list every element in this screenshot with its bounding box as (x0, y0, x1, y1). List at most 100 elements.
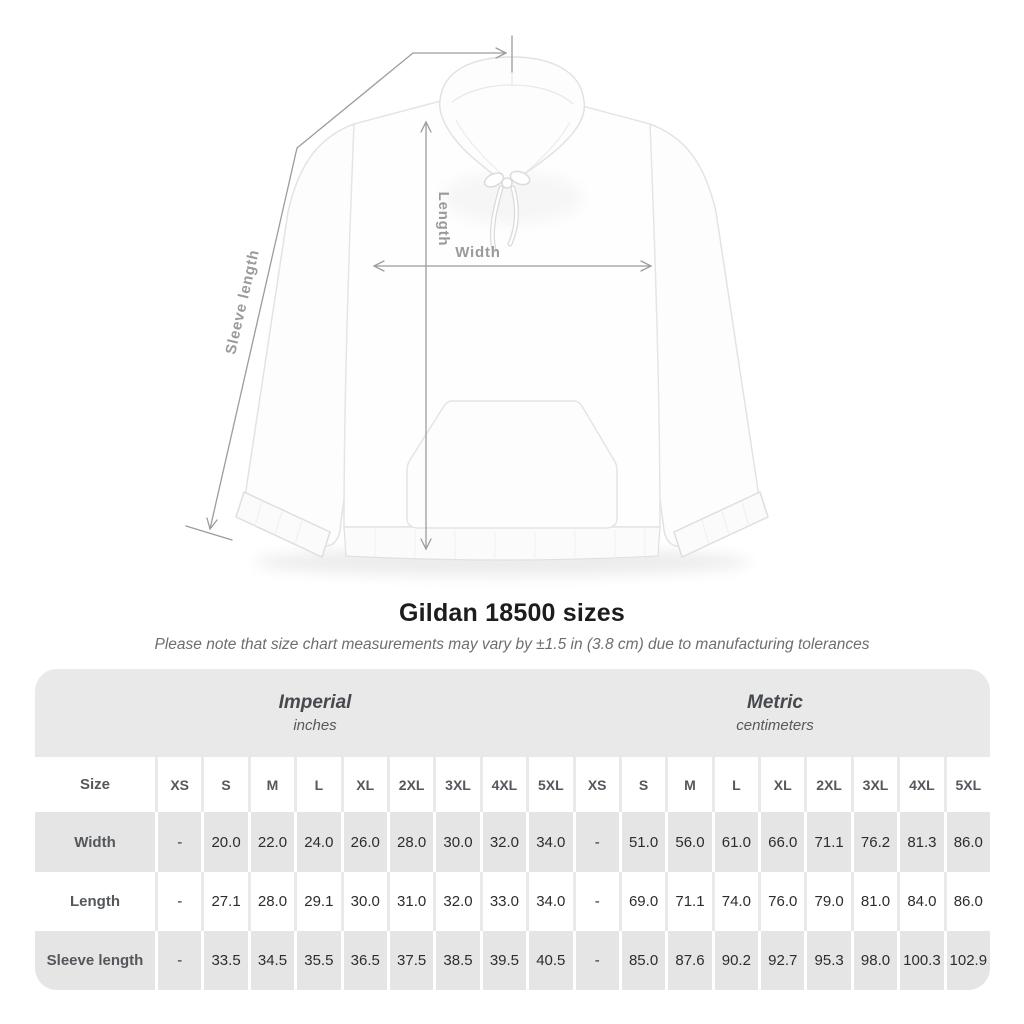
hem-rib-lines (374, 529, 646, 560)
value-cell: 90.2 (714, 931, 759, 990)
size-col-header: XS (158, 757, 202, 812)
width-line (372, 260, 653, 272)
table-row: Sleeve length -33.5 34.5 35.5 36.5 37.5 38.5 39… (35, 931, 990, 990)
table-row: Size XS S M L XL 2XL 3XL 4XL 5XL XS S M L XL 2XL 3XL 4XL 5… (35, 757, 990, 812)
size-corner-header: Size (35, 757, 155, 812)
table-row: Length -27.1 28.0 29.1 30.0 31.0 32.0 33.0 34.0-… (35, 872, 990, 931)
measurement-lines (185, 35, 653, 551)
size-col-header: S (621, 757, 666, 812)
imperial-group-header: Imperial inches (35, 669, 595, 757)
size-col-header: 3XL (853, 757, 898, 812)
value-cell: 29.1 (297, 872, 341, 931)
value-cell: 28.0 (389, 812, 434, 872)
value-cell: 76.0 (761, 872, 805, 931)
size-col-header: 5XL (946, 757, 990, 812)
size-col-header: L (714, 757, 759, 812)
hoodie-hood (439, 56, 586, 186)
value-cell: - (158, 931, 202, 990)
sleeve-length-label: Sleeve length (222, 248, 263, 356)
metric-group-unit: centimeters (736, 717, 814, 734)
size-note: Please note that size chart measurements… (154, 636, 870, 653)
value-cell: 66.0 (761, 812, 805, 872)
imperial-group-label: Imperial (278, 692, 352, 713)
value-cell: 86.0 (946, 872, 990, 931)
chest-shading (442, 172, 582, 224)
value-cell: 30.0 (436, 812, 480, 872)
value-cell: 71.1 (668, 872, 712, 931)
hoodie-sleeves (235, 123, 769, 558)
size-col-header: 2XL (807, 757, 851, 812)
value-cell: 76.2 (853, 812, 898, 872)
value-cell: 87.6 (668, 931, 712, 990)
metric-group-label: Metric (747, 692, 803, 713)
value-cell: 61.0 (714, 812, 759, 872)
value-cell: 35.5 (297, 931, 341, 990)
value-cell: 34.0 (529, 872, 573, 931)
value-cell: 79.0 (807, 872, 851, 931)
value-cell: 69.0 (621, 872, 666, 931)
row-label: Width (35, 812, 155, 872)
value-cell: 74.0 (714, 872, 759, 931)
page-title: Gildan 18500 sizes (399, 599, 625, 627)
table-row: Width -20.0 22.0 24.0 26.0 28.0 30.0 32.0 34.0-5… (35, 812, 990, 872)
size-col-header: 4XL (482, 757, 527, 812)
value-cell: - (158, 812, 202, 872)
size-col-header: S (204, 757, 248, 812)
value-cell: 56.0 (668, 812, 712, 872)
value-cell: 28.0 (250, 872, 295, 931)
unit-group-header-row: Imperial inches Metric centimeters (35, 669, 990, 757)
size-chart-card: Imperial inches Metric centimeters Size X… (35, 669, 990, 990)
value-cell: 51.0 (621, 812, 666, 872)
value-cell: 81.0 (853, 872, 898, 931)
value-cell: 81.3 (900, 812, 944, 872)
cuff-rib-lines (254, 501, 750, 545)
value-cell: 86.0 (946, 812, 990, 872)
value-cell: - (575, 872, 619, 931)
value-cell: 32.0 (436, 872, 480, 931)
hood-drawstrings (483, 170, 531, 253)
size-col-header: 5XL (529, 757, 573, 812)
value-cell: 92.7 (761, 931, 805, 990)
length-label: Length (435, 192, 452, 247)
value-cell: - (575, 931, 619, 990)
row-label: Length (35, 872, 155, 931)
size-col-header: 4XL (900, 757, 944, 812)
kangaroo-pocket (406, 400, 618, 529)
value-cell: 34.0 (529, 812, 573, 872)
value-cell: 24.0 (297, 812, 341, 872)
value-cell: 32.0 (482, 812, 527, 872)
size-col-header: L (297, 757, 341, 812)
sleeve-length-line (185, 35, 513, 541)
value-cell: 98.0 (853, 931, 898, 990)
value-cell: 40.5 (529, 931, 573, 990)
metric-group-header: Metric centimeters (570, 669, 980, 757)
value-cell: 102.9 (946, 931, 990, 990)
value-cell: 38.5 (436, 931, 480, 990)
size-col-header: 2XL (389, 757, 434, 812)
value-cell: 33.0 (482, 872, 527, 931)
value-cell: 100.3 (900, 931, 944, 990)
value-cell: 84.0 (900, 872, 944, 931)
value-cell: 30.0 (343, 872, 387, 931)
value-cell: 71.1 (807, 812, 851, 872)
value-cell: 95.3 (807, 931, 851, 990)
value-cell: 26.0 (343, 812, 387, 872)
size-col-header: XS (575, 757, 619, 812)
value-cell: 39.5 (482, 931, 527, 990)
row-label: Sleeve length (35, 931, 155, 990)
size-col-header: M (250, 757, 295, 812)
value-cell: 20.0 (204, 812, 248, 872)
value-cell: 22.0 (250, 812, 295, 872)
value-cell: 34.5 (250, 931, 295, 990)
value-cell: 31.0 (389, 872, 434, 931)
imperial-group-unit: inches (293, 717, 337, 734)
size-col-header: 3XL (436, 757, 480, 812)
size-table-rows: Size XS S M L XL 2XL 3XL 4XL 5XL XS S M L XL 2XL 3XL 4XL 5… (35, 757, 990, 990)
value-cell: - (158, 872, 202, 931)
hoodie-hem (343, 526, 661, 561)
value-cell: 36.5 (343, 931, 387, 990)
hoodie-measurement-diagram: Width Length Sleeve length (185, 35, 769, 576)
value-cell: 85.0 (621, 931, 666, 990)
length-line (420, 120, 432, 551)
size-col-header: M (668, 757, 712, 812)
